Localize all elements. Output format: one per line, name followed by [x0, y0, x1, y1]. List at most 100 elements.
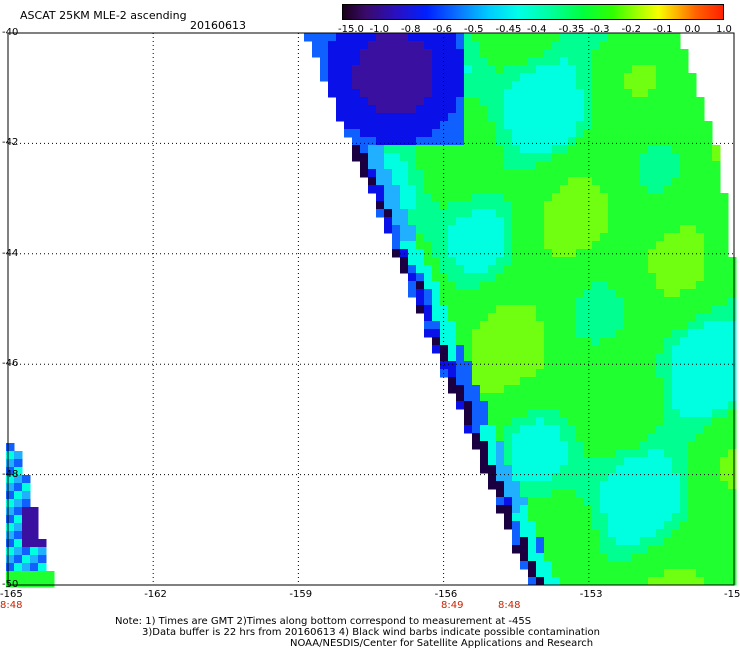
- wind-cell: [480, 105, 489, 114]
- wind-cell: [536, 329, 545, 338]
- wind-cell: [464, 65, 473, 74]
- wind-cell: [616, 569, 625, 578]
- wind-cell: [568, 145, 577, 154]
- wind-cell: [504, 329, 513, 338]
- wind-cell: [616, 105, 625, 114]
- wind-cell: [584, 81, 593, 90]
- wind-cell: [400, 177, 409, 186]
- wind-cell: [368, 49, 377, 58]
- lat-tick-label: -44: [2, 247, 19, 259]
- wind-cell: [712, 465, 721, 474]
- wind-cell: [360, 105, 369, 114]
- wind-cell: [400, 225, 409, 234]
- wind-cell: [720, 425, 729, 434]
- wind-cell: [584, 209, 593, 218]
- wind-cell: [576, 89, 585, 98]
- wind-cell: [448, 233, 457, 242]
- wind-cell: [544, 257, 553, 266]
- wind-cell: [344, 33, 353, 42]
- wind-cell: [592, 121, 601, 130]
- wind-cell: [440, 201, 449, 210]
- wind-cell: [656, 153, 665, 162]
- wind-cell: [672, 385, 681, 394]
- wind-cell: [472, 313, 481, 322]
- wind-cell: [360, 81, 369, 90]
- wind-cell: [424, 49, 433, 58]
- wind-cell: [608, 57, 617, 66]
- wind-cell: [680, 281, 689, 290]
- wind-cell: [552, 393, 561, 402]
- wind-cell: [624, 417, 633, 426]
- wind-cell: [472, 193, 481, 202]
- wind-cell: [728, 409, 737, 418]
- wind-cell: [552, 201, 561, 210]
- wind-cell: [544, 577, 553, 586]
- wind-cell: [472, 97, 481, 106]
- wind-cell: [328, 57, 337, 66]
- wind-cell: [472, 185, 481, 194]
- wind-cell: [560, 529, 569, 538]
- wind-cell: [648, 465, 657, 474]
- wind-cell: [424, 97, 433, 106]
- wind-cell: [616, 137, 625, 146]
- wind-cell: [528, 185, 537, 194]
- wind-cell: [568, 249, 577, 258]
- wind-cell: [712, 201, 721, 210]
- wind-cell: [400, 33, 409, 42]
- lon-tick-label: -165: [0, 589, 23, 600]
- wind-cell: [616, 529, 625, 538]
- wind-cell: [680, 257, 689, 266]
- wind-cell: [600, 369, 609, 378]
- wind-cell: [392, 113, 401, 122]
- wind-cell: [664, 281, 673, 290]
- wind-cell: [632, 297, 641, 306]
- wind-cell: [368, 57, 377, 66]
- wind-cell: [576, 577, 585, 586]
- wind-cell: [520, 313, 529, 322]
- wind-cell: [712, 449, 721, 458]
- wind-cell: [624, 233, 633, 242]
- wind-cell: [720, 257, 729, 266]
- wind-cell: [576, 145, 585, 154]
- wind-cell: [680, 225, 689, 234]
- wind-cell: [656, 433, 665, 442]
- wind-cell: [544, 225, 553, 234]
- wind-cell: [408, 121, 417, 130]
- wind-cell: [592, 257, 601, 266]
- wind-cell: [640, 497, 649, 506]
- wind-cell: [664, 193, 673, 202]
- wind-cell: [496, 321, 505, 330]
- wind-cell: [480, 249, 489, 258]
- wind-cell: [568, 449, 577, 458]
- wind-cell: [728, 289, 737, 298]
- wind-cell: [432, 169, 441, 178]
- wind-cell: [576, 361, 585, 370]
- wind-cell: [488, 369, 497, 378]
- wind-cell: [560, 329, 569, 338]
- wind-cell: [584, 233, 593, 242]
- wind-cell: [424, 265, 433, 274]
- wind-cell: [520, 297, 529, 306]
- wind-cell: [400, 185, 409, 194]
- wind-cell: [656, 249, 665, 258]
- wind-cell: [608, 513, 617, 522]
- wind-cell: [648, 433, 657, 442]
- wind-cell: [512, 345, 521, 354]
- wind-cell: [576, 169, 585, 178]
- wind-cell: [416, 241, 425, 250]
- wind-cell: [616, 321, 625, 330]
- wind-cell: [656, 377, 665, 386]
- wind-cell: [488, 193, 497, 202]
- wind-cell: [472, 209, 481, 218]
- wind-cell: [416, 113, 425, 122]
- wind-cell: [520, 321, 529, 330]
- wind-cell: [624, 425, 633, 434]
- wind-cell: [456, 217, 465, 226]
- wind-cell: [544, 361, 553, 370]
- wind-cell: [688, 561, 697, 570]
- wind-cell: [600, 385, 609, 394]
- wind-cell: [600, 513, 609, 522]
- wind-cell: [696, 273, 705, 282]
- wind-cell: [488, 385, 497, 394]
- wind-cell: [600, 481, 609, 490]
